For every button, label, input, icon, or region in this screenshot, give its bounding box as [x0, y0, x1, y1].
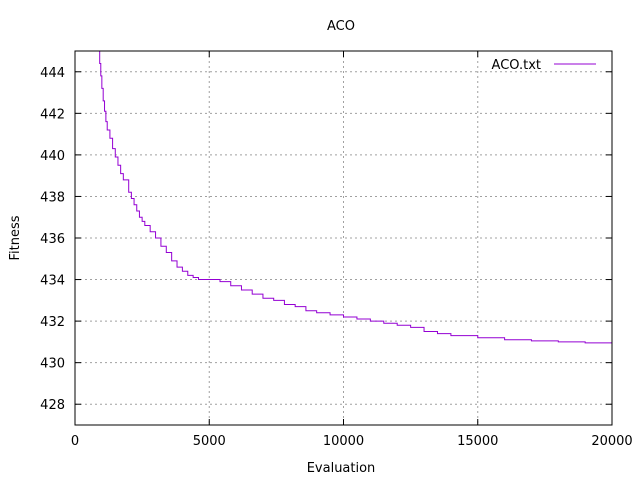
x-axis: 0 5000 10000 15000 20000 [71, 51, 633, 449]
series-line-0 [98, 50, 613, 344]
y-tick-label: 440 [40, 149, 65, 164]
y-tick-label: 444 [40, 66, 65, 81]
grid [75, 51, 612, 425]
y-tick-label: 434 [40, 274, 65, 289]
series-layer [98, 50, 613, 344]
x-tick-label: 15000 [457, 434, 498, 449]
x-tick-label: 10000 [323, 434, 364, 449]
x-tick-label: 0 [71, 434, 79, 449]
y-tick-label: 428 [40, 398, 65, 413]
y-tick-label: 436 [40, 232, 65, 247]
plot-frame [74, 50, 613, 426]
x-tick-label: 5000 [193, 434, 226, 449]
x-tick-label: 20000 [591, 434, 632, 449]
y-tick-label: 438 [40, 190, 65, 205]
y-axis-label: Fitness [8, 215, 23, 260]
chart-title: ACO [327, 19, 355, 34]
legend-label: ACO.txt [492, 58, 541, 73]
y-tick-label: 432 [40, 315, 65, 330]
legend: ACO.txt [492, 58, 596, 73]
x-axis-label: Evaluation [307, 461, 376, 476]
y-axis: 428 430 432 434 436 438 440 442 444 [40, 66, 612, 413]
y-tick-label: 442 [40, 107, 65, 122]
y-tick-label: 430 [40, 357, 65, 372]
